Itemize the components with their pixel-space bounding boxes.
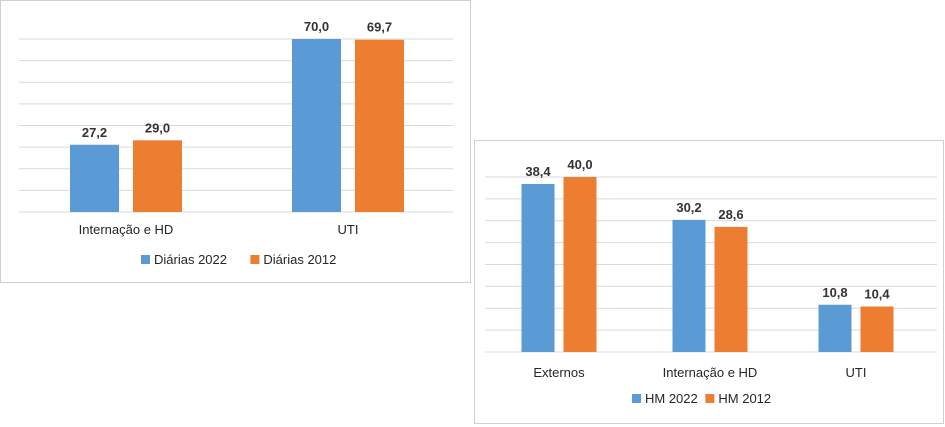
category-label: UTI [846, 365, 867, 380]
data-label: 10,8 [822, 285, 847, 300]
legend-label: Diárias 2012 [263, 252, 336, 267]
bar [860, 306, 894, 352]
data-label: 70,0 [304, 19, 329, 34]
bar [70, 144, 119, 212]
chart-hm: 38,4 40,0 Externos 30,2 28,6 Internação e HD 1… [485, 157, 937, 406]
category-label: UTI [338, 222, 359, 237]
bar [563, 177, 597, 352]
legend-swatch [141, 255, 150, 264]
chart-panel-diarias: 27,2 29,0 Internação e HD 70,0 69,7 UTI Diária… [0, 0, 471, 283]
data-label: 29,0 [145, 120, 170, 135]
bar [521, 184, 555, 352]
bar [133, 140, 182, 212]
chart-panel-hm: 38,4 40,0 Externos 30,2 28,6 Internação e HD 1… [474, 140, 944, 424]
legend-label: Diárias 2022 [154, 252, 227, 267]
data-label: 10,4 [864, 287, 890, 302]
bar [672, 219, 706, 352]
bar [355, 39, 404, 213]
data-label: 69,7 [367, 20, 392, 35]
data-label: 30,2 [676, 200, 701, 215]
bar [818, 304, 852, 352]
data-label: 40,0 [567, 157, 592, 172]
category-label: Internação e HD [79, 222, 174, 237]
legend-swatch [632, 394, 641, 403]
legend-swatch [705, 394, 715, 403]
data-label: 27,2 [82, 125, 107, 140]
legend-label: HM 2022 [645, 391, 698, 406]
category-label: Externos [533, 365, 585, 380]
data-label: 38,4 [525, 164, 551, 179]
legend-swatch [250, 255, 260, 264]
legend-label: HM 2012 [718, 391, 771, 406]
data-label: 28,6 [718, 207, 743, 222]
bar [292, 39, 341, 212]
bar [714, 226, 748, 352]
category-label: Internação e HD [663, 365, 758, 380]
